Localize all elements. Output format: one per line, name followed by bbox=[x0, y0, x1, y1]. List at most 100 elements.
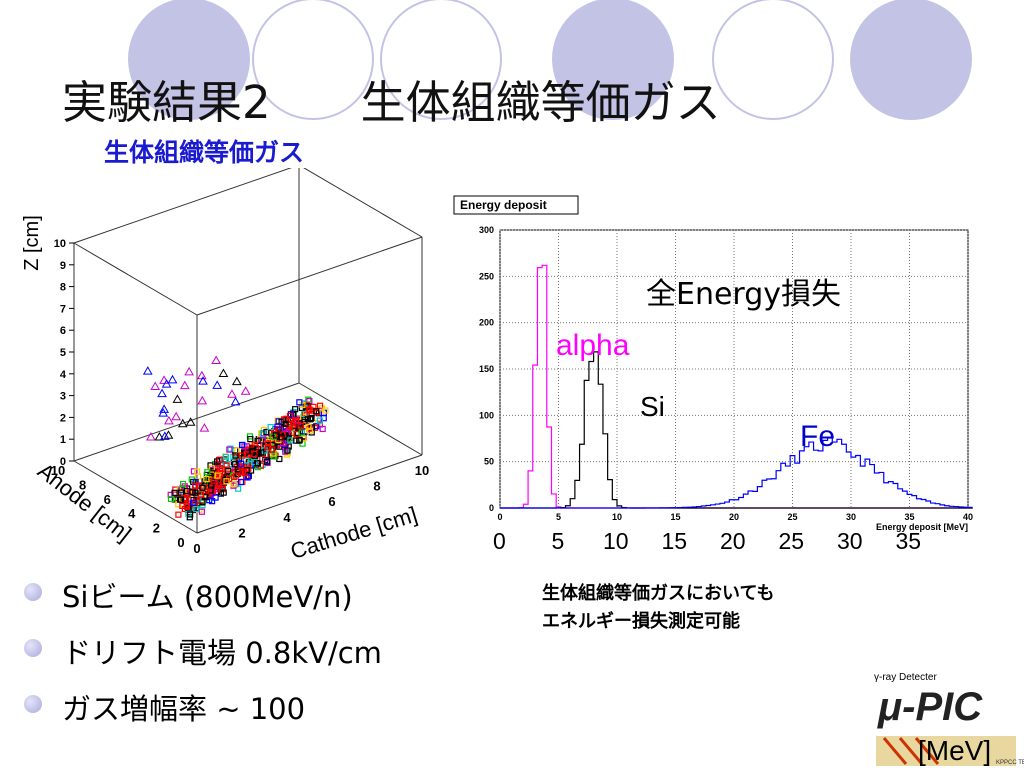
track-marker bbox=[187, 511, 194, 518]
outlier-marker bbox=[230, 396, 241, 406]
track-marker bbox=[286, 412, 294, 420]
track-marker bbox=[308, 414, 315, 422]
outlier-marker bbox=[172, 394, 183, 403]
track-marker bbox=[189, 489, 196, 496]
track-marker bbox=[305, 423, 312, 430]
header-circle-6 bbox=[850, 0, 972, 120]
track-marker bbox=[306, 407, 313, 414]
track-marker bbox=[270, 450, 277, 457]
x-tick-label: 10 bbox=[612, 512, 622, 522]
outlier-marker bbox=[199, 423, 210, 432]
x-tick-label: 10 bbox=[415, 463, 429, 478]
track-marker bbox=[304, 416, 311, 423]
bullet-beam: Siビーム (800MeV/n) bbox=[24, 574, 382, 630]
big-x-label: 15 bbox=[661, 528, 688, 554]
y-tick-label: 100 bbox=[479, 410, 494, 420]
track-marker bbox=[292, 406, 299, 413]
z-tick-label: 9 bbox=[60, 260, 66, 272]
track-marker bbox=[212, 494, 219, 501]
track-marker bbox=[264, 443, 271, 451]
track-marker bbox=[213, 471, 220, 478]
y-tick-label: 0 bbox=[489, 503, 494, 513]
outlier-marker bbox=[161, 379, 172, 388]
si-annotation: Si bbox=[640, 391, 665, 422]
track-marker bbox=[284, 447, 291, 454]
track-marker bbox=[171, 489, 178, 496]
y-tick-label: 0 bbox=[177, 535, 184, 550]
box-edge bbox=[298, 382, 423, 456]
track-marker bbox=[227, 445, 234, 452]
track-markers bbox=[142, 355, 329, 521]
x-tick-label: 30 bbox=[846, 512, 856, 522]
bullet-drift-field: ドリフト電場 0.8kV/cm bbox=[24, 630, 382, 686]
header-circle-2 bbox=[252, 0, 374, 120]
track-marker bbox=[258, 449, 265, 456]
box-edge bbox=[73, 168, 292, 244]
plot-subtitle: 生体組織等価ガス bbox=[104, 138, 305, 167]
track-marker bbox=[193, 505, 200, 513]
x-tick-label: 15 bbox=[670, 512, 680, 522]
track-marker bbox=[287, 411, 294, 418]
track-marker bbox=[216, 464, 223, 472]
track-marker bbox=[263, 428, 270, 436]
outlier-marker bbox=[154, 431, 165, 441]
title-box bbox=[453, 195, 579, 215]
big-x-label: 30 bbox=[837, 528, 863, 554]
outlier-marker bbox=[164, 415, 174, 425]
box-edge bbox=[73, 460, 198, 534]
big-x-label: 25 bbox=[778, 528, 805, 554]
track-marker bbox=[316, 417, 323, 424]
track-marker bbox=[194, 473, 202, 480]
big-x-label: 10 bbox=[603, 528, 629, 554]
bullet-icon bbox=[24, 695, 42, 713]
outlier-marker bbox=[227, 389, 237, 398]
series-si bbox=[500, 351, 973, 509]
x-axis-label: Energy deposit [MeV] bbox=[876, 522, 968, 532]
track-marker bbox=[303, 401, 310, 408]
outlier-marker bbox=[171, 411, 182, 421]
track-marker bbox=[251, 450, 258, 458]
z-tick-label: 4 bbox=[60, 369, 67, 381]
total-energy-annotation: 全Energy損失 bbox=[646, 277, 841, 312]
track-marker bbox=[254, 464, 261, 471]
track-marker bbox=[322, 407, 329, 414]
outlier-marker bbox=[184, 366, 194, 376]
result-caption: 生体組織等価ガスにおいても エネルギー損失測定可能 bbox=[542, 580, 775, 636]
box-edge bbox=[196, 236, 423, 316]
track-marker bbox=[292, 418, 300, 425]
slide-title: 実験結果2 生体組織等価ガス bbox=[62, 76, 721, 129]
mu-pic-logo: γ-ray Detecter μ-PIC [MeV] KPPCC TECHNIQ… bbox=[874, 672, 1024, 766]
box-edge bbox=[303, 168, 423, 238]
outlier-marker bbox=[198, 376, 208, 385]
track-marker bbox=[282, 420, 289, 428]
plot-box bbox=[73, 168, 423, 534]
y-tick-label: 50 bbox=[484, 457, 494, 467]
track-marker bbox=[216, 456, 223, 463]
hist-series bbox=[500, 264, 973, 509]
y-tick-label: 150 bbox=[479, 364, 494, 374]
track-marker bbox=[199, 484, 206, 491]
track-marker bbox=[225, 467, 232, 475]
x-tick-label: 6 bbox=[328, 494, 335, 509]
logo-pins bbox=[882, 737, 940, 765]
z-axis-label: Z [cm] bbox=[21, 215, 43, 271]
track-marker bbox=[209, 498, 216, 505]
hist-frame bbox=[499, 229, 969, 509]
big-x-label: 0 bbox=[493, 528, 506, 554]
track-marker bbox=[297, 422, 304, 430]
track-marker bbox=[222, 453, 229, 461]
track-marker bbox=[259, 455, 266, 462]
x-tick-label: 20 bbox=[729, 512, 739, 522]
track-marker bbox=[183, 502, 190, 509]
track-marker bbox=[319, 425, 326, 433]
track-marker bbox=[239, 469, 246, 476]
y-tick-label: 300 bbox=[479, 225, 494, 235]
logo-small-text: KPPCC TECHNIQUE bbox=[996, 760, 1024, 766]
track-marker bbox=[203, 475, 210, 483]
logo-brand-text: μ-PIC bbox=[877, 685, 983, 729]
track-marker bbox=[298, 429, 305, 436]
track-marker bbox=[210, 477, 217, 484]
logo-top-text: γ-ray Detecter bbox=[874, 672, 937, 683]
